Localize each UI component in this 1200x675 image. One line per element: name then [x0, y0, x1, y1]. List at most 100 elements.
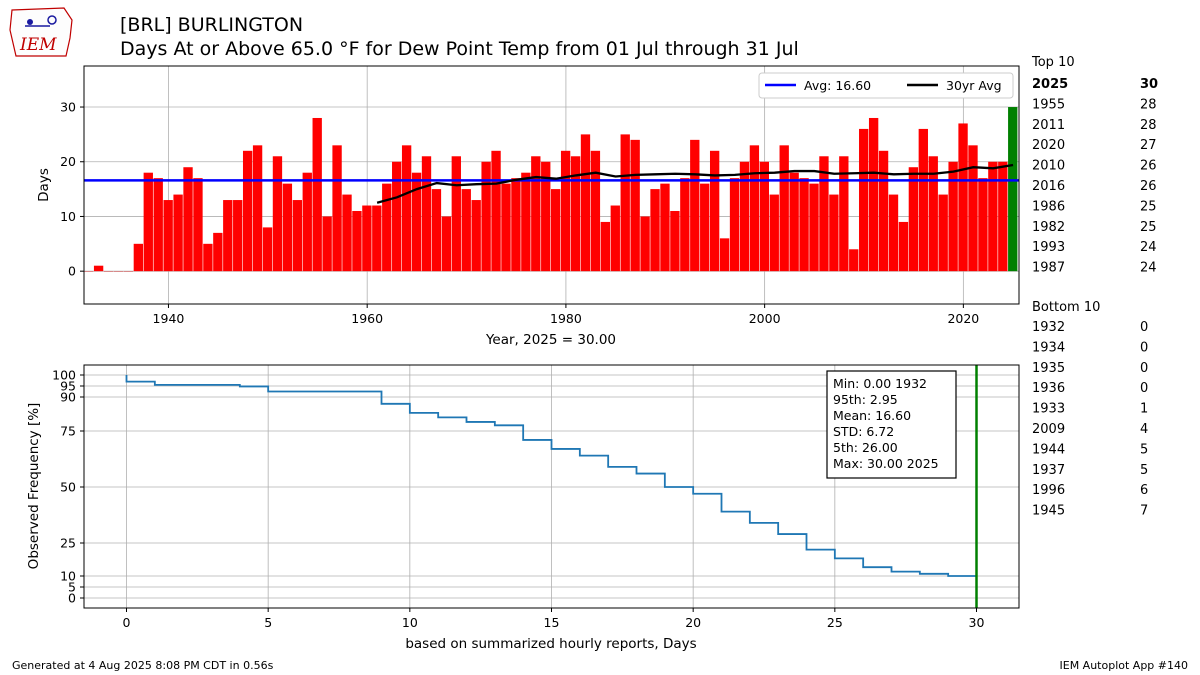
- bar-1990: [660, 183, 670, 272]
- top10-table: Top 10 2025 30 1955 28 2011 28 2020 27 2010 26 201…: [1031, 55, 1158, 276]
- bar-2023: [988, 161, 998, 272]
- bar-2020: [958, 123, 968, 272]
- bar-1953: [292, 200, 302, 272]
- y-tick-label: 100: [52, 368, 76, 383]
- bottom10-year: 1934: [1032, 340, 1065, 355]
- top10-count: 25: [1140, 199, 1157, 214]
- bar-1975: [511, 178, 521, 272]
- top10-count: 27: [1140, 138, 1157, 153]
- bar-2012: [878, 150, 889, 272]
- bar-1966: [421, 156, 432, 272]
- bar-1982: [580, 134, 591, 272]
- stat-max: Max: 30.00 2025: [833, 456, 939, 471]
- bottom-y-axis-label: Observed Frequency [%]: [26, 403, 42, 570]
- bar-1960: [362, 205, 372, 272]
- bar-1950: [262, 227, 273, 272]
- thirty-year-avg-line: [376, 163, 1014, 204]
- y-tick-label: 10: [60, 569, 76, 584]
- chart-subtitle: Days At or Above 65.0 °F for Dew Point T…: [120, 38, 799, 60]
- top10-year: 1987: [1032, 261, 1065, 276]
- bottom10-count: 7: [1140, 504, 1148, 519]
- bar-1980: [560, 150, 571, 272]
- bar-1933: [93, 265, 104, 272]
- bar-1983: [590, 150, 601, 272]
- bar-2002: [779, 145, 789, 272]
- bar-1995: [709, 150, 720, 272]
- bar-1956: [322, 216, 332, 272]
- bar-1959: [352, 210, 362, 272]
- stats-box: Min: 0.00 1932 95th: 2.95 Mean: 16.60 ST…: [826, 370, 957, 479]
- top10-year: 2011: [1032, 118, 1065, 133]
- bar-1984: [600, 221, 611, 272]
- bottom10-count: 1: [1140, 402, 1148, 417]
- bar-1992: [680, 178, 690, 272]
- bar-2008: [839, 156, 849, 272]
- bar-2003: [789, 172, 799, 272]
- stat-95th: 95th: 2.95: [833, 392, 898, 407]
- bar-1957: [332, 145, 342, 272]
- bar-1962: [382, 183, 392, 272]
- bottom10-year: 1996: [1032, 483, 1065, 498]
- bar-1968: [441, 216, 452, 272]
- y-tick-label: 25: [60, 536, 76, 551]
- bar-1972: [481, 161, 491, 272]
- bar-1991: [670, 210, 680, 272]
- top-legend: Avg: 16.60 30yr Avg: [758, 72, 1014, 99]
- y-tick-label: 90: [60, 390, 76, 405]
- x-tick-label: 1980: [550, 311, 582, 326]
- top10-year: 2020: [1032, 138, 1065, 153]
- bar-1964: [401, 145, 412, 272]
- top10-year: 2016: [1032, 179, 1065, 194]
- bottom10-year: 1937: [1032, 463, 1065, 478]
- bar-1970: [461, 189, 471, 272]
- top-y-axis-label: Days: [36, 168, 52, 202]
- bar-2016: [918, 128, 928, 272]
- x-tick-label: 10: [402, 615, 418, 630]
- top10-count: 25: [1140, 220, 1157, 235]
- y-tick-label: 50: [60, 480, 76, 495]
- stat-mean: Mean: 16.60: [833, 408, 911, 423]
- bar-2006: [819, 156, 829, 272]
- bar-2007: [829, 194, 839, 272]
- bar-1935: [113, 271, 124, 272]
- y-tick-label: 30: [60, 100, 76, 115]
- bottom10-count: 5: [1140, 442, 1148, 457]
- bar-1948: [242, 150, 253, 272]
- bar-2017: [928, 156, 938, 272]
- top10-heading: Top 10: [1031, 55, 1075, 70]
- x-tick-label: 1940: [153, 311, 185, 326]
- stat-std: STD: 6.72: [833, 424, 894, 439]
- x-tick-label: 2000: [749, 311, 781, 326]
- bar-1973: [491, 150, 501, 272]
- iem-logo: IEM: [9, 7, 73, 57]
- bar-1978: [541, 161, 551, 272]
- bottom10-count: 0: [1140, 340, 1148, 355]
- bar-1952: [282, 183, 293, 272]
- top10-year: 2010: [1032, 159, 1065, 174]
- bar-1989: [650, 189, 660, 272]
- gauge-icon: [27, 19, 33, 25]
- station-title: [BRL] BURLINGTON: [120, 14, 303, 36]
- bar-1958: [342, 194, 352, 272]
- x-tick-label: 5: [264, 615, 272, 630]
- bar-1999: [749, 145, 760, 272]
- bar-chart: 1940 1960 1980 2000 2020 0 10 20 30 Days Year, 2…: [36, 65, 1020, 348]
- bottom10-count: 0: [1140, 361, 1148, 376]
- x-tick-label: 30: [969, 615, 985, 630]
- bar-2001: [769, 194, 779, 272]
- bottom10-year: 1935: [1032, 361, 1065, 376]
- bar-1997: [729, 178, 740, 272]
- bottom10-year: 1932: [1032, 320, 1065, 335]
- stat-min: Min: 0.00 1932: [833, 376, 927, 391]
- bar-1974: [501, 183, 511, 272]
- y-tick-label: 75: [60, 424, 76, 439]
- bar-1976: [521, 172, 531, 272]
- bar-1965: [411, 172, 422, 272]
- y-tick-label: 95: [60, 379, 76, 394]
- top10-count: 26: [1140, 159, 1157, 174]
- bar-2022: [978, 178, 988, 272]
- stat-5th: 5th: 26.00: [833, 440, 898, 455]
- top10-count: 30: [1140, 77, 1158, 92]
